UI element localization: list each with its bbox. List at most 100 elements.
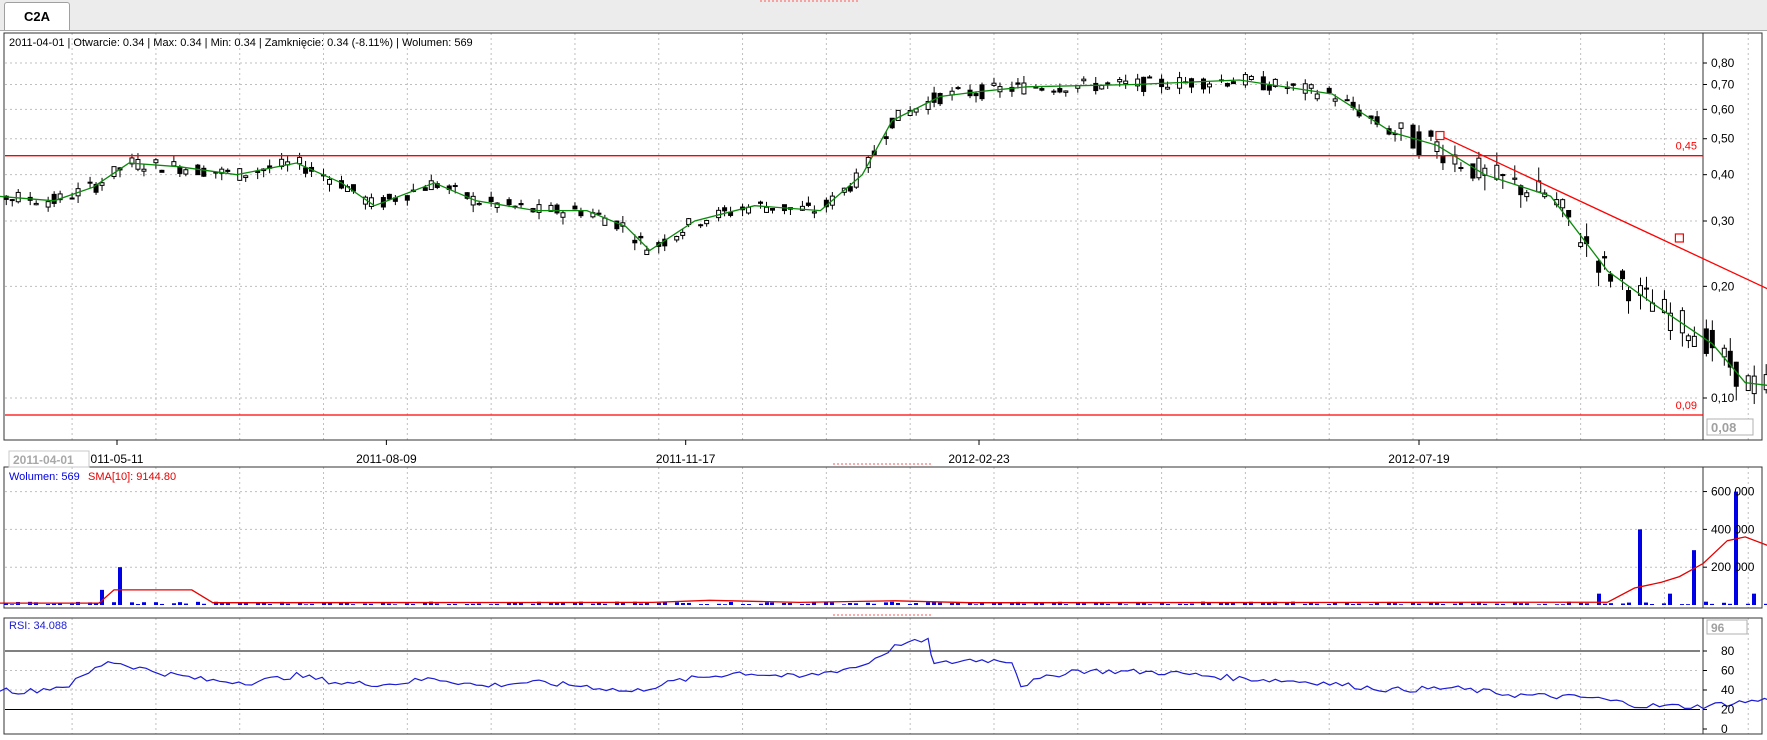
candle [1452, 145, 1458, 173]
date-tick-label: 2012-07-19 [1388, 452, 1450, 466]
candle [1458, 162, 1464, 172]
volume-bar [387, 603, 391, 605]
volume-bar [1387, 601, 1391, 605]
candle-body [1602, 256, 1608, 259]
candle [1751, 365, 1757, 405]
volume-bar [968, 602, 972, 605]
candle [1308, 83, 1314, 94]
candle-body [638, 235, 644, 239]
candle-body [1165, 86, 1171, 90]
volume-tick-label: 600 000 [1711, 485, 1755, 499]
candle-body [554, 204, 560, 214]
trend-handle-1[interactable] [1674, 233, 1685, 243]
candle-body [698, 224, 704, 227]
candle [1428, 129, 1434, 141]
volume-bar [1267, 602, 1271, 605]
candle [1147, 75, 1153, 79]
tab-c2a[interactable]: C2A [4, 2, 70, 30]
candle [1649, 289, 1655, 312]
candle [57, 190, 63, 203]
volume-bar [4, 603, 8, 605]
current-value-label: 0,08 [1711, 420, 1736, 435]
volume-bar [998, 602, 1002, 605]
volume-bar [1411, 602, 1415, 605]
rsi-reference-lines [5, 650, 1700, 710]
volume-bar [136, 604, 140, 605]
candle-body [1596, 260, 1602, 273]
moving-average-series [0, 79, 1767, 386]
grid [5, 33, 1749, 734]
volume-bar [10, 604, 14, 605]
price-axis: 0,80 0,70 0,60 0,50 0,40 0,30 0,20 0,10 0,08 [1703, 56, 1754, 436]
candle-body [1206, 83, 1212, 88]
volume-bar [824, 601, 828, 605]
candle [33, 200, 39, 206]
candle-body [1709, 329, 1715, 349]
candle [1057, 83, 1063, 94]
candle [1416, 125, 1422, 159]
trend-line[interactable] [1439, 134, 1767, 328]
candle-body [1105, 82, 1111, 85]
volume-bar [1058, 601, 1062, 605]
candle [1224, 82, 1230, 88]
candle [171, 155, 177, 167]
volume-bar [477, 603, 481, 605]
candle [656, 240, 662, 254]
candle [1721, 344, 1727, 366]
volume-bar [1273, 601, 1277, 605]
candle [632, 234, 638, 251]
volume-bar [782, 602, 786, 605]
volume-bar [369, 603, 373, 605]
candle [213, 171, 219, 179]
volume-bar [423, 602, 427, 605]
volume-bar [1106, 603, 1110, 605]
candle-body [536, 204, 542, 213]
candle-body [1524, 192, 1530, 198]
candle-body [1272, 78, 1278, 87]
candle [937, 92, 943, 107]
volume-bar [1351, 604, 1355, 605]
candle [255, 167, 261, 180]
volume-bar [1285, 602, 1289, 605]
date-tick-label: 2011-11-17 [656, 452, 716, 466]
volume-bar [537, 601, 541, 605]
volume-bar [1076, 602, 1080, 605]
trend-line-drawing[interactable] [1435, 130, 1767, 328]
volume-bar [1477, 601, 1481, 605]
volume-bar [1399, 604, 1403, 605]
candle [1500, 173, 1506, 189]
volume-bar [1680, 604, 1684, 605]
candle-body [422, 187, 428, 191]
candle-body [488, 196, 494, 203]
candle [781, 204, 787, 215]
volume-tick-label: 200 000 [1711, 560, 1755, 574]
volume-bar [615, 601, 619, 605]
volume-bar [519, 602, 523, 605]
candle-body [494, 202, 500, 209]
candle-body [1200, 78, 1206, 90]
volume-bar [1100, 602, 1104, 605]
volume-bar [747, 604, 751, 605]
candle-body [1578, 242, 1584, 247]
price-tick-label: 0,60 [1711, 102, 1735, 116]
volume-bar [1040, 602, 1044, 605]
volume-bar [573, 602, 577, 605]
volume-bar [1333, 602, 1337, 605]
volume-bar [1638, 529, 1642, 605]
candle-body [722, 207, 728, 212]
trend-handle-0[interactable] [1435, 130, 1445, 141]
candle [1685, 333, 1691, 349]
volume-bars [4, 491, 1767, 605]
horizontal-levels[interactable]: 0,45 0,09 [5, 141, 1703, 416]
volume-bar [465, 603, 469, 605]
volume-bar [657, 602, 661, 605]
volume-bar [513, 602, 517, 605]
candle-body [452, 185, 458, 188]
volume-bar [1525, 603, 1529, 605]
volume-bar [705, 604, 709, 605]
price-tick-label: 0,20 [1711, 279, 1735, 293]
volume-bar [244, 603, 248, 605]
volume-bar [1471, 603, 1475, 605]
candle-body [506, 199, 512, 206]
